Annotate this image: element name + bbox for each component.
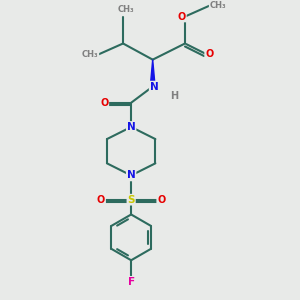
Text: N: N bbox=[127, 170, 136, 180]
Text: CH₃: CH₃ bbox=[118, 4, 134, 14]
Text: N: N bbox=[150, 82, 158, 92]
Text: CH₃: CH₃ bbox=[209, 1, 226, 10]
Text: N: N bbox=[127, 122, 136, 132]
Text: O: O bbox=[100, 98, 108, 108]
Text: CH₃: CH₃ bbox=[82, 50, 98, 59]
Text: O: O bbox=[97, 195, 105, 205]
Text: O: O bbox=[178, 12, 186, 22]
Text: F: F bbox=[128, 277, 135, 287]
Text: H: H bbox=[170, 91, 178, 101]
Text: O: O bbox=[205, 49, 213, 59]
Text: S: S bbox=[128, 195, 135, 205]
Text: O: O bbox=[157, 195, 165, 205]
Polygon shape bbox=[150, 60, 155, 87]
